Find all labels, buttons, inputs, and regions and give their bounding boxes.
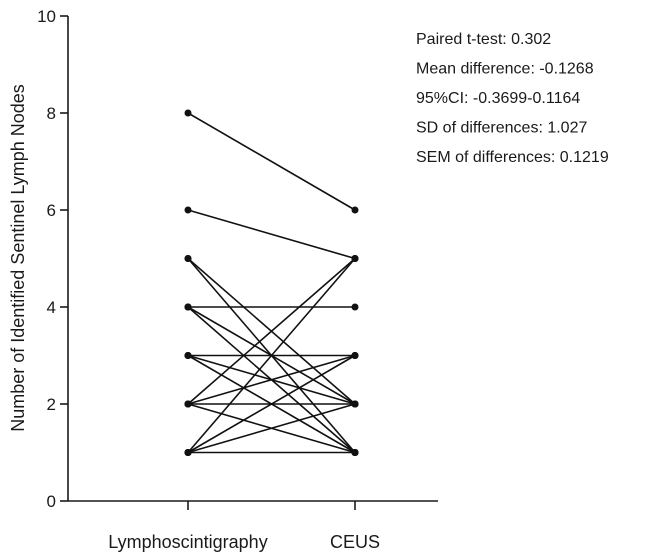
stat-annotation: 95%CI: -0.3699-0.1164 — [416, 90, 580, 107]
ceus-point — [351, 255, 359, 262]
pair-line — [187, 112, 356, 211]
y-axis-title: Number of Identified Sentinel Lymph Node… — [8, 84, 28, 432]
x-tick-label: Lymphoscintigraphy — [108, 532, 267, 552]
y-tick-label: 4 — [47, 298, 56, 317]
lymphoscintigraphy-point — [184, 400, 192, 408]
pair-line — [187, 209, 356, 260]
lymphoscintigraphy-point — [184, 206, 192, 214]
pair-line — [187, 354, 356, 454]
axes — [67, 16, 438, 502]
lymphoscintigraphy-point — [184, 109, 192, 117]
lymphoscintigraphy-point — [184, 449, 192, 456]
y-tick-label: 8 — [47, 104, 56, 123]
pair-line — [187, 257, 356, 405]
x-tick-label: CEUS — [330, 532, 380, 552]
y-tick-label: 2 — [47, 395, 56, 414]
lymphoscintigraphy-point — [184, 255, 192, 262]
ceus-point — [351, 400, 359, 408]
statistics-annotations: Paired t-test: 0.302 Mean difference: -0.… — [416, 31, 609, 166]
y-tick-label: 6 — [47, 201, 56, 220]
lymphoscintigraphy-point — [184, 303, 192, 311]
ceus-point — [351, 303, 359, 311]
lymphoscintigraphy-point — [184, 352, 192, 359]
paired-lines — [184, 109, 359, 456]
pair-line — [187, 403, 356, 454]
y-tick-label: 0 — [47, 492, 56, 511]
y-ticks: 0 2 4 6 8 10 — [37, 7, 68, 511]
pair-line — [187, 257, 356, 454]
stat-annotation: SD of differences: 1.027 — [416, 120, 587, 137]
ceus-point — [351, 449, 359, 456]
stat-annotation: SEM of differences: 0.1219 — [416, 149, 609, 166]
ceus-point — [351, 352, 359, 359]
y-tick-label: 10 — [37, 7, 56, 26]
stat-annotation: Paired t-test: 0.302 — [416, 31, 551, 48]
stat-annotation: Mean difference: -0.1268 — [416, 61, 594, 78]
x-ticks: Lymphoscintigraphy CEUS — [108, 501, 380, 552]
ceus-point — [351, 206, 359, 214]
pair-line — [187, 354, 356, 405]
